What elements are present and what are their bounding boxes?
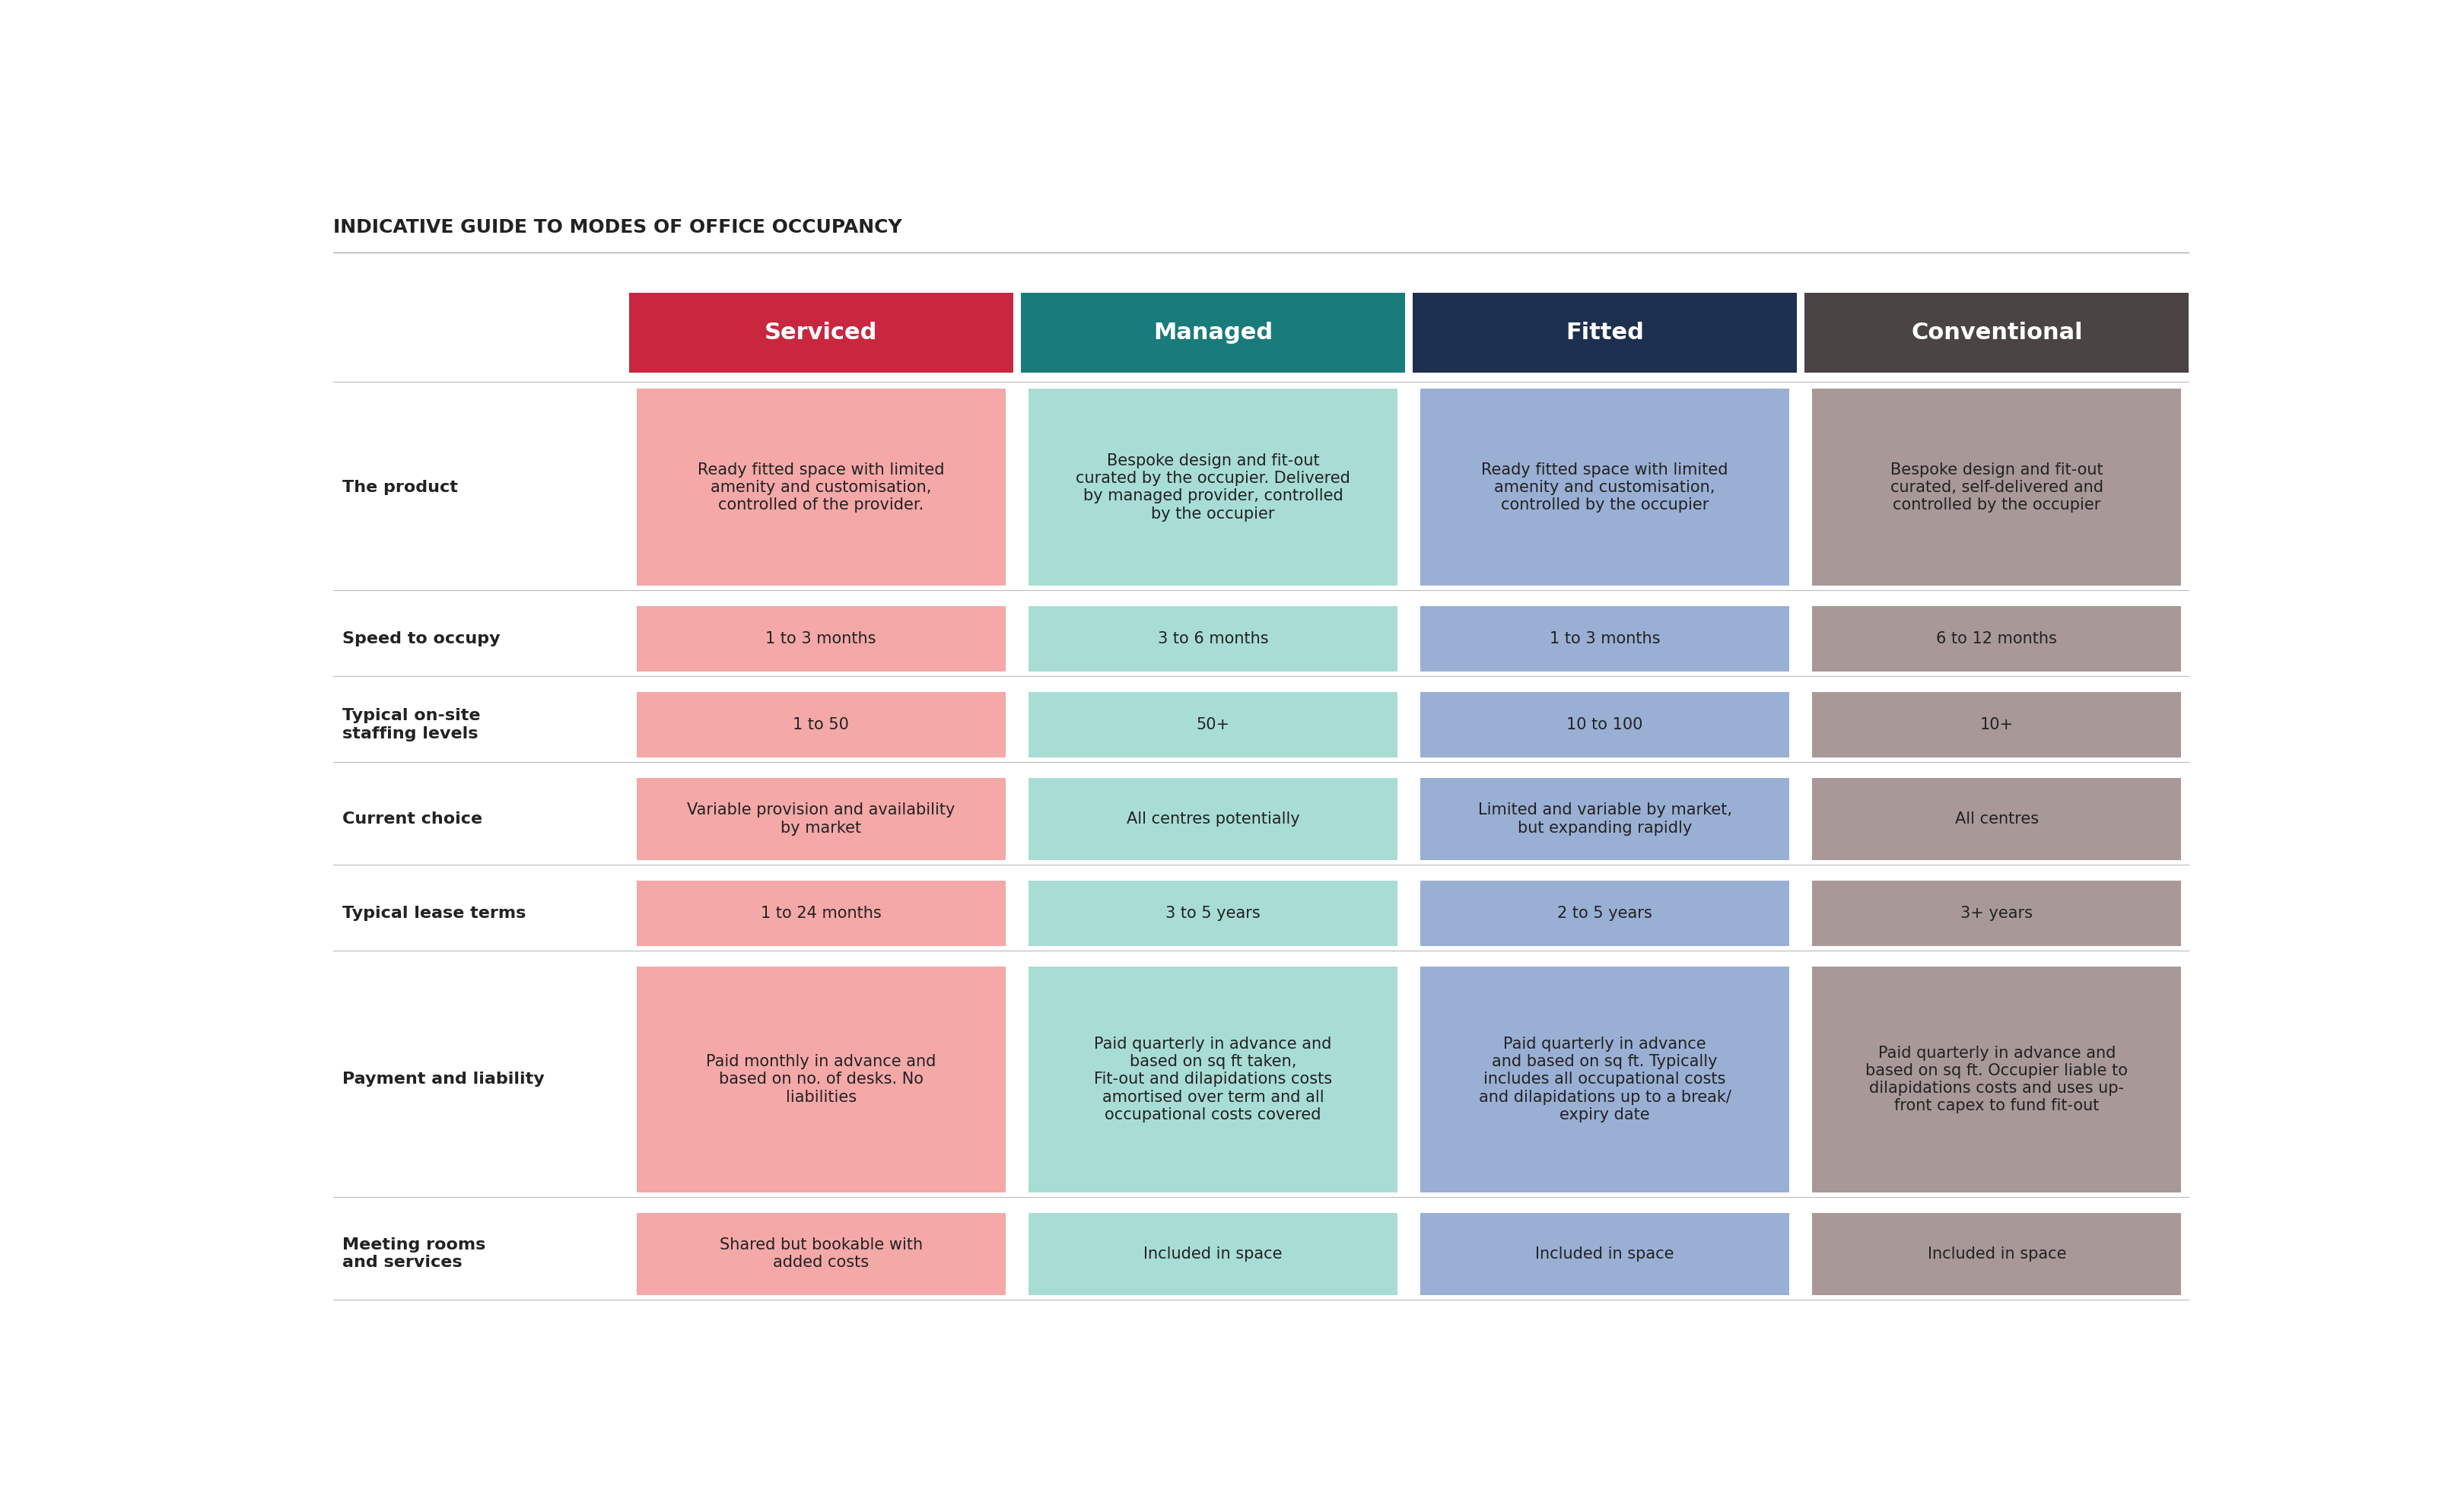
FancyBboxPatch shape [1419,881,1789,947]
Text: 3+ years: 3+ years [1961,906,2033,921]
FancyBboxPatch shape [636,606,1005,672]
FancyBboxPatch shape [1027,777,1397,860]
Text: 10 to 100: 10 to 100 [1567,718,1643,733]
FancyBboxPatch shape [1804,293,2188,373]
FancyBboxPatch shape [1814,606,2181,672]
Text: 3 to 6 months: 3 to 6 months [1158,632,1269,646]
Text: Fitted: Fitted [1565,322,1643,343]
FancyBboxPatch shape [1814,881,2181,947]
Text: Bespoke design and fit-out
curated, self-delivered and
controlled by the occupie: Bespoke design and fit-out curated, self… [1890,462,2104,513]
Text: Serviced: Serviced [764,322,877,343]
Text: 50+: 50+ [1195,718,1230,733]
Text: Included in space: Included in space [1535,1247,1673,1262]
Text: 2 to 5 years: 2 to 5 years [1557,906,1653,921]
Text: Included in space: Included in space [1927,1247,2067,1262]
FancyBboxPatch shape [1814,1213,2181,1296]
Text: Limited and variable by market,
but expanding rapidly: Limited and variable by market, but expa… [1478,802,1732,835]
FancyBboxPatch shape [1814,777,2181,860]
FancyBboxPatch shape [1027,389,1397,585]
Text: Bespoke design and fit-out
curated by the occupier. Delivered
by managed provide: Bespoke design and fit-out curated by th… [1077,453,1350,522]
Text: Paid quarterly in advance and
based on sq ft taken,
Fit-out and dilapidations co: Paid quarterly in advance and based on s… [1094,1037,1333,1122]
FancyBboxPatch shape [1419,777,1789,860]
Text: Included in space: Included in space [1143,1247,1281,1262]
Text: Meeting rooms
and services: Meeting rooms and services [342,1238,485,1271]
FancyBboxPatch shape [1814,692,2181,758]
FancyBboxPatch shape [1419,967,1789,1192]
FancyBboxPatch shape [1027,692,1397,758]
Text: Typical lease terms: Typical lease terms [342,906,525,921]
Text: Current choice: Current choice [342,811,483,826]
FancyBboxPatch shape [1027,1213,1397,1296]
Text: Ready fitted space with limited
amenity and customisation,
controlled by the occ: Ready fitted space with limited amenity … [1481,462,1727,513]
Text: 3 to 5 years: 3 to 5 years [1165,906,1262,921]
FancyBboxPatch shape [1814,967,2181,1192]
FancyBboxPatch shape [1419,692,1789,758]
Text: All centres: All centres [1954,811,2038,826]
Text: Managed: Managed [1153,322,1274,343]
FancyBboxPatch shape [1027,967,1397,1192]
FancyBboxPatch shape [1027,881,1397,947]
FancyBboxPatch shape [1412,293,1796,373]
Text: Payment and liability: Payment and liability [342,1071,545,1086]
Text: The product: The product [342,480,458,495]
FancyBboxPatch shape [636,967,1005,1192]
Text: Paid quarterly in advance and
based on sq ft. Occupier liable to
dilapidations c: Paid quarterly in advance and based on s… [1865,1045,2129,1113]
FancyBboxPatch shape [636,777,1005,860]
Text: Paid monthly in advance and
based on no. of desks. No
liabilities: Paid monthly in advance and based on no.… [707,1054,936,1104]
FancyBboxPatch shape [636,1213,1005,1296]
Text: Shared but bookable with
added costs: Shared but bookable with added costs [719,1238,922,1271]
FancyBboxPatch shape [628,293,1013,373]
Text: Ready fitted space with limited
amenity and customisation,
controlled of the pro: Ready fitted space with limited amenity … [697,462,944,513]
FancyBboxPatch shape [1419,389,1789,585]
Text: 1 to 3 months: 1 to 3 months [766,632,877,646]
FancyBboxPatch shape [636,389,1005,585]
FancyBboxPatch shape [1027,606,1397,672]
FancyBboxPatch shape [636,692,1005,758]
Text: Paid quarterly in advance
and based on sq ft. Typically
includes all occupationa: Paid quarterly in advance and based on s… [1478,1037,1732,1122]
Text: 6 to 12 months: 6 to 12 months [1937,632,2057,646]
Text: Conventional: Conventional [1912,322,2082,343]
FancyBboxPatch shape [1814,389,2181,585]
FancyBboxPatch shape [636,881,1005,947]
FancyBboxPatch shape [1419,606,1789,672]
Text: 1 to 24 months: 1 to 24 months [761,906,882,921]
Text: 1 to 3 months: 1 to 3 months [1550,632,1661,646]
Text: Speed to occupy: Speed to occupy [342,632,500,646]
Text: All centres potentially: All centres potentially [1126,811,1299,826]
Text: 10+: 10+ [1981,718,2013,733]
FancyBboxPatch shape [1020,293,1404,373]
Text: 1 to 50: 1 to 50 [793,718,850,733]
Text: INDICATIVE GUIDE TO MODES OF OFFICE OCCUPANCY: INDICATIVE GUIDE TO MODES OF OFFICE OCCU… [333,218,902,236]
Text: Typical on-site
staffing levels: Typical on-site staffing levels [342,709,480,742]
FancyBboxPatch shape [1419,1213,1789,1296]
Text: Variable provision and availability
by market: Variable provision and availability by m… [687,802,956,835]
